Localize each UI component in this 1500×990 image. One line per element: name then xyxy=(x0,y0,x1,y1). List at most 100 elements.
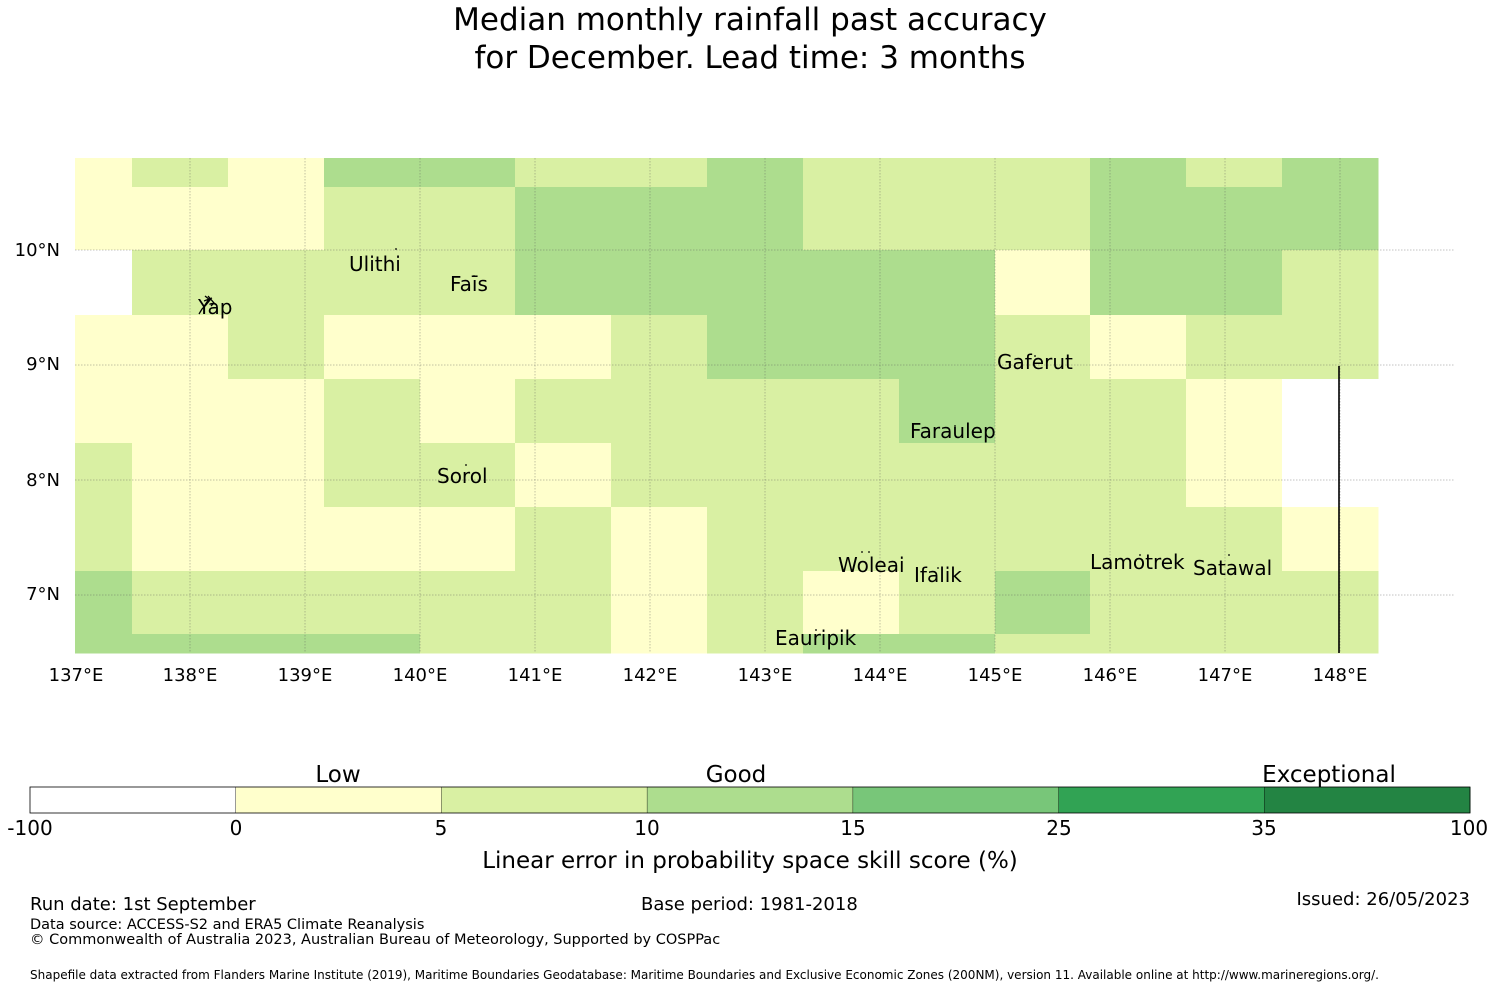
place-label-eauripik: Eauripik xyxy=(775,626,857,650)
skill-cell xyxy=(515,250,612,316)
skill-cell xyxy=(228,250,325,316)
skill-cell xyxy=(75,507,133,572)
skill-cell xyxy=(995,250,1091,316)
skill-cell xyxy=(1090,158,1187,188)
skill-cell xyxy=(899,315,996,380)
skill-cell xyxy=(1090,507,1187,572)
skill-cell xyxy=(515,571,612,635)
y-tick-9n: 9°N xyxy=(26,354,60,375)
category-label-low: Low xyxy=(315,762,360,788)
skill-cell xyxy=(420,443,516,508)
skill-cell xyxy=(1090,571,1187,635)
skill-cell xyxy=(420,250,516,316)
skill-cell xyxy=(899,443,996,508)
skill-cell xyxy=(515,443,612,508)
skill-cell xyxy=(1282,250,1379,316)
skill-cell xyxy=(803,315,900,380)
yap-island-shape xyxy=(198,295,215,315)
place-label-yap: Yap xyxy=(197,295,232,319)
place-label-fais: Faīs xyxy=(450,272,488,296)
skill-cell xyxy=(707,158,804,188)
skill-cell xyxy=(1186,634,1283,654)
skill-cell xyxy=(1282,379,1379,444)
skill-cell xyxy=(75,250,133,316)
skill-cell xyxy=(707,634,804,654)
skill-cell xyxy=(515,187,612,251)
skill-cell xyxy=(1282,507,1379,572)
data-source: Data source: ACCESS-S2 and ERA5 Climate … xyxy=(30,917,425,933)
skill-cell xyxy=(995,507,1091,572)
skill-cell xyxy=(420,187,516,251)
skill-cell xyxy=(515,634,612,654)
skill-cell xyxy=(995,634,1091,654)
skill-cell xyxy=(899,158,996,188)
skill-cell xyxy=(1186,507,1283,572)
place-label-faraulep: Faraulep xyxy=(910,419,996,443)
skill-cell xyxy=(707,507,804,572)
skill-cell xyxy=(75,187,133,251)
skill-cell xyxy=(1090,250,1187,316)
skill-cell xyxy=(611,187,708,251)
copyright: © Commonwealth of Australia 2023, Austra… xyxy=(30,932,721,948)
colorbar-label: Linear error in probability space skill … xyxy=(482,848,1018,874)
skill-cell xyxy=(995,158,1091,188)
skill-cell xyxy=(1186,571,1283,635)
skill-cell xyxy=(1282,158,1379,188)
colorbar-tick-5: 5 xyxy=(435,816,448,840)
issued-date: Issued: 26/05/2023 xyxy=(1296,889,1470,910)
skill-cell xyxy=(803,158,900,188)
skill-cell xyxy=(995,315,1091,380)
skill-cell xyxy=(420,507,516,572)
colorbar-tick-25: 25 xyxy=(1046,816,1071,840)
skill-cell xyxy=(611,158,708,188)
skill-cell xyxy=(995,187,1091,251)
skill-cell xyxy=(75,571,133,635)
skill-cell xyxy=(1090,443,1187,508)
skill-cell xyxy=(707,571,804,635)
skill-cell xyxy=(1282,315,1379,380)
skill-cell xyxy=(75,443,133,508)
x-tick-144: 144°E xyxy=(853,665,908,686)
skill-cell xyxy=(803,379,900,444)
run-date: Run date: 1st September xyxy=(30,894,256,915)
skill-cell xyxy=(228,379,325,444)
skill-cell xyxy=(899,250,996,316)
colorbar-frame xyxy=(29,786,1471,814)
skill-cell xyxy=(707,315,804,380)
skill-cell xyxy=(515,507,612,572)
place-label-gaferut: Gaferut xyxy=(997,350,1073,374)
skill-cell xyxy=(324,634,421,654)
place-label-satawal: Satawal xyxy=(1193,556,1272,580)
skill-cell xyxy=(1282,443,1379,508)
skill-cell xyxy=(324,158,421,188)
skill-cell xyxy=(132,507,229,572)
skill-cell xyxy=(1090,379,1187,444)
x-tick-141: 141°E xyxy=(508,665,563,686)
skill-cell xyxy=(707,379,804,444)
skill-cell xyxy=(1282,634,1379,654)
colorbar-segment xyxy=(852,787,1060,813)
y-tick-8n: 8°N xyxy=(26,470,60,491)
skill-cell xyxy=(611,250,708,316)
x-tick-143: 143°E xyxy=(738,665,793,686)
skill-cell xyxy=(611,634,708,654)
x-tick-142: 142°E xyxy=(623,665,678,686)
skill-cell xyxy=(707,443,804,508)
skill-cell xyxy=(1282,187,1379,251)
skill-cell xyxy=(228,158,325,188)
skill-cell xyxy=(515,379,612,444)
skill-cell xyxy=(1186,443,1283,508)
x-tick-146: 146°E xyxy=(1083,665,1138,686)
skill-cell xyxy=(324,443,421,508)
place-label-lamotrek: Lamotrek xyxy=(1090,550,1185,574)
chart-title-line-1: Median monthly rainfall past accuracy xyxy=(453,2,1047,38)
x-tick-147: 147°E xyxy=(1198,665,1253,686)
skill-cell xyxy=(1186,250,1283,316)
skill-cell xyxy=(132,187,229,251)
skill-cell xyxy=(132,634,229,654)
skill-cell xyxy=(995,379,1091,444)
x-tick-145: 145°E xyxy=(968,665,1023,686)
skill-cell xyxy=(803,443,900,508)
x-tick-138: 138°E xyxy=(163,665,218,686)
